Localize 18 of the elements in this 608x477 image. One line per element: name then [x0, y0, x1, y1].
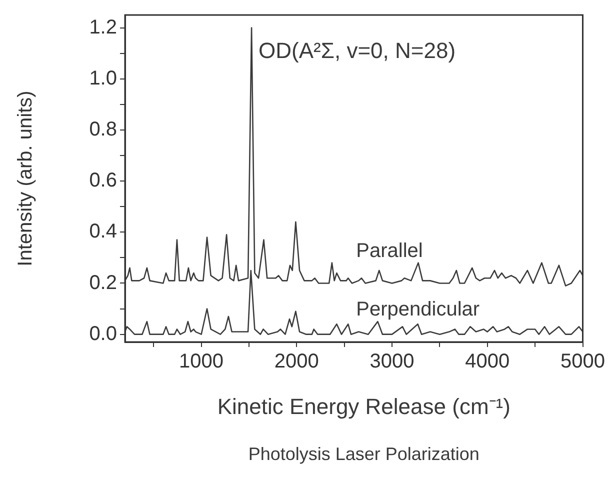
series-label: Parallel — [356, 240, 423, 262]
text: Photolysis Laser Polarization — [248, 444, 480, 464]
annotation: OD(A²Σ, v=0, N=28) — [258, 38, 456, 63]
series-label: Perpendicular — [356, 298, 480, 321]
y-tick-label: 0.2 — [89, 272, 117, 294]
y-tick-label: 0.4 — [89, 220, 117, 243]
x-tick-label: 5000 — [560, 350, 606, 373]
x-tick-label: 1000 — [179, 350, 224, 373]
x-tick-label: 4000 — [465, 350, 510, 373]
x-tick-label: 3000 — [370, 350, 414, 373]
y-tick-label: 0.6 — [89, 170, 117, 192]
x-tick-label: 2000 — [274, 350, 319, 373]
x-axis-title: Kinetic Energy Release (cm⁻¹) — [217, 394, 510, 419]
y-tick-label: 0.0 — [89, 322, 117, 345]
y-tick-label: 1.0 — [89, 67, 117, 90]
y-tick-label: 0.8 — [89, 118, 117, 140]
y-tick-label: 1.2 — [89, 16, 117, 38]
y-axis-title: Intensity (arb. units) — [14, 90, 37, 266]
